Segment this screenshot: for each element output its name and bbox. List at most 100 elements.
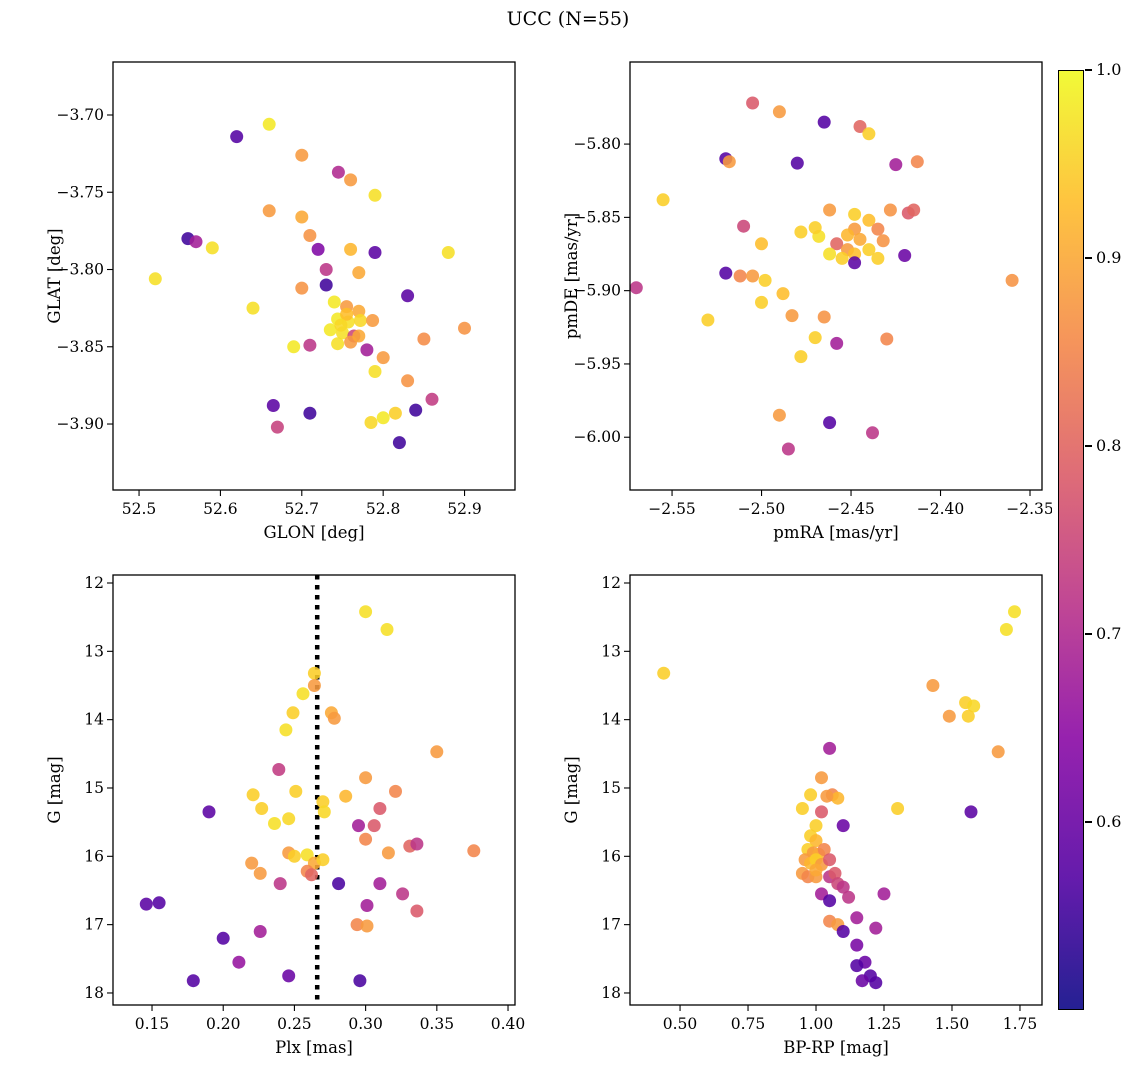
scatter-point xyxy=(746,269,760,283)
scatter-point xyxy=(850,911,864,925)
scatter-point xyxy=(352,329,366,343)
scatter-point xyxy=(795,802,809,815)
y-tick-label: −3.70 xyxy=(57,106,105,124)
scatter-point xyxy=(282,812,296,826)
axes-frame xyxy=(112,574,516,1006)
scatter-point xyxy=(359,771,373,785)
scatter-point xyxy=(823,247,837,261)
axes-frame xyxy=(629,574,1043,1006)
scatter-point xyxy=(869,976,883,990)
scatter-point xyxy=(272,763,286,776)
x-tick-label: 0.35 xyxy=(420,1015,455,1033)
scatter-point xyxy=(186,974,200,988)
y-tick-label: −5.90 xyxy=(574,282,622,300)
scatter-point xyxy=(823,741,837,755)
colorbar-tick-mark xyxy=(1085,257,1092,259)
scatter-point xyxy=(323,323,337,337)
colorbar-tick-label: 0.8 xyxy=(1096,436,1122,455)
scatter-point xyxy=(202,805,216,819)
scatter-point xyxy=(862,213,876,227)
scatter-point xyxy=(148,272,162,286)
scatter-point xyxy=(701,313,715,327)
y-tick-label: 18 xyxy=(84,984,104,1002)
scatter-point xyxy=(776,287,790,301)
scatter-point xyxy=(853,120,867,133)
scatter-point xyxy=(360,343,374,357)
scatter-point xyxy=(808,331,822,345)
scatter-point xyxy=(848,207,862,221)
scatter-point xyxy=(327,295,341,309)
scatter-point xyxy=(367,819,381,833)
scatter-point xyxy=(286,706,300,720)
scatter-point xyxy=(794,225,808,239)
y-tick-label: −3.90 xyxy=(57,415,105,433)
y-tick-label: 18 xyxy=(601,984,621,1002)
x-tick-label: 1.50 xyxy=(935,1015,970,1033)
panel-pmra-pmde: −2.55 −2.50 −2.45 −2.40 −2.35 −5.80 −5.85 −5.90… xyxy=(562,50,1054,554)
scatter-point xyxy=(410,837,424,851)
x-tick-label: 0.40 xyxy=(491,1015,525,1033)
scatter-point xyxy=(823,416,837,430)
scatter-point xyxy=(295,148,309,162)
scatter-points xyxy=(657,605,1021,990)
scatter-point xyxy=(368,188,382,202)
scatter-point xyxy=(836,880,850,894)
x-tick-label: 52.9 xyxy=(447,500,482,518)
y-tick-label: 15 xyxy=(601,779,621,797)
scatter-point xyxy=(781,442,795,456)
scatter-point xyxy=(401,374,415,388)
y-axis: −5.80 −5.85 −5.90 −5.95 −6.00 xyxy=(574,135,630,446)
scatter-point xyxy=(772,408,786,422)
scatter-point xyxy=(961,709,975,723)
scatter-point xyxy=(891,802,905,815)
scatter-point xyxy=(232,955,246,969)
x-tick-label: 52.7 xyxy=(285,500,320,518)
plot-area xyxy=(657,605,1021,990)
colorbar-tick-mark xyxy=(1085,445,1092,447)
scatter-point xyxy=(352,266,366,280)
scatter-point xyxy=(353,314,367,327)
x-axis-label: Plx [mas] xyxy=(275,1038,353,1057)
scatter-point xyxy=(1008,605,1021,619)
scatter-point xyxy=(871,251,885,265)
x-axis-label: GLON [deg] xyxy=(263,523,364,542)
x-axis-label: pmRA [mas/yr] xyxy=(773,523,898,542)
y-axis-label: G [mag] xyxy=(562,756,581,823)
plot-svg: 52.5 52.6 52.7 52.8 52.9 −3.70 −3.75 −3.80 −3.85… xyxy=(45,61,516,542)
scatter-point xyxy=(289,784,303,798)
scatter-point xyxy=(311,242,325,256)
x-axis: 52.5 52.6 52.7 52.8 52.9 xyxy=(122,490,482,518)
scatter-point xyxy=(830,237,844,251)
colorbar-tick-mark xyxy=(1085,69,1092,71)
scatter-point xyxy=(926,679,940,692)
scatter-point xyxy=(216,931,230,945)
x-axis-label: BP-RP [mag] xyxy=(783,1038,889,1057)
scatter-point xyxy=(392,436,406,450)
scatter-point xyxy=(755,295,768,309)
scatter-point xyxy=(262,117,276,131)
scatter-point xyxy=(255,802,269,815)
scatter-point xyxy=(319,278,333,292)
scatter-point xyxy=(344,173,358,187)
scatter-point xyxy=(866,426,879,440)
scatter-point xyxy=(245,856,259,870)
scatter-point xyxy=(458,321,471,335)
scatter-point xyxy=(334,318,348,332)
plot-svg: −2.55 −2.50 −2.45 −2.40 −2.35 −5.80 −5.85 −5.90… xyxy=(562,61,1054,542)
x-tick-label: 52.6 xyxy=(203,500,238,518)
scatter-point xyxy=(368,246,382,259)
scatter-point xyxy=(339,789,353,803)
scatter-point xyxy=(877,887,891,901)
x-tick-label: 0.15 xyxy=(135,1015,170,1033)
scatter-point xyxy=(359,605,373,619)
colorbar-tick-mark xyxy=(1085,821,1092,823)
scatter-point xyxy=(287,849,301,863)
scatter-point xyxy=(389,784,402,798)
y-tick-label: 16 xyxy=(601,847,621,865)
scatter-point xyxy=(350,918,364,932)
scatter-point xyxy=(794,350,808,364)
y-axis-label: pmDE [mas/yr] xyxy=(562,213,581,339)
y-tick-label: 13 xyxy=(84,642,104,660)
scatter-point xyxy=(964,805,978,819)
scatter-point xyxy=(862,127,876,141)
